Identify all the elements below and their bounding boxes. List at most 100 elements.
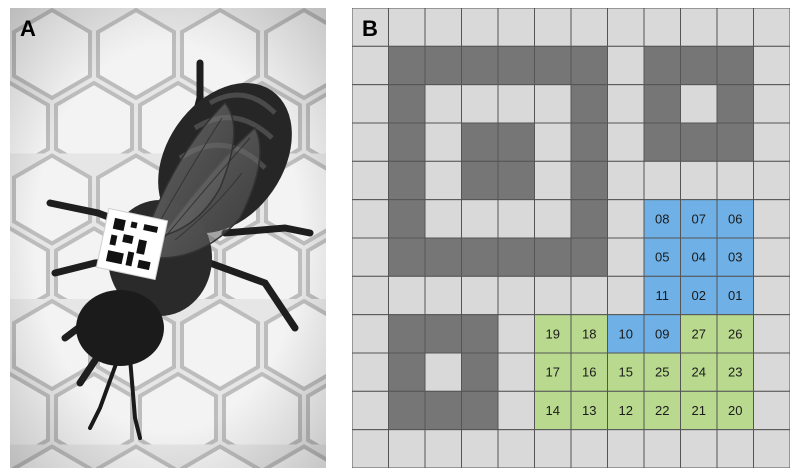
green-cell bbox=[716, 314, 754, 354]
empty-cell bbox=[570, 8, 608, 47]
filled-cell bbox=[497, 45, 535, 86]
green-cell bbox=[570, 390, 608, 431]
cell-number: 09 bbox=[655, 326, 669, 341]
empty-cell bbox=[352, 160, 389, 201]
empty-cell bbox=[497, 352, 535, 392]
filled-cell bbox=[424, 45, 462, 86]
filled-cell bbox=[461, 237, 499, 277]
green-cell bbox=[680, 352, 718, 392]
empty-cell bbox=[607, 237, 645, 277]
filled-cell bbox=[388, 352, 426, 392]
empty-cell bbox=[497, 84, 535, 124]
empty-cell bbox=[570, 275, 608, 316]
filled-cell bbox=[388, 390, 426, 431]
empty-cell bbox=[753, 122, 790, 162]
cell-number: 24 bbox=[692, 365, 706, 380]
cell-number: 13 bbox=[582, 403, 596, 418]
empty-cell bbox=[497, 275, 535, 316]
cell-number: 11 bbox=[656, 288, 670, 303]
cell-number: 04 bbox=[692, 250, 706, 265]
cell-number: 17 bbox=[546, 365, 560, 380]
empty-cell bbox=[716, 429, 754, 468]
filled-cell bbox=[497, 237, 535, 277]
empty-cell bbox=[534, 122, 572, 162]
empty-cell bbox=[352, 314, 389, 354]
empty-cell bbox=[680, 84, 718, 124]
cell-number: 25 bbox=[655, 365, 669, 380]
cell-number: 01 bbox=[728, 288, 742, 303]
filled-cell bbox=[570, 84, 608, 124]
cell-number: 22 bbox=[655, 403, 669, 418]
empty-cell bbox=[753, 314, 790, 354]
empty-cell bbox=[424, 122, 462, 162]
empty-cell bbox=[534, 199, 572, 239]
green-cell bbox=[607, 352, 645, 392]
empty-cell bbox=[643, 429, 681, 468]
green-cell bbox=[534, 314, 572, 354]
filled-cell bbox=[461, 45, 499, 86]
cell-number: 19 bbox=[546, 326, 560, 341]
empty-cell bbox=[461, 429, 499, 468]
empty-cell bbox=[388, 429, 426, 468]
empty-cell bbox=[461, 275, 499, 316]
filled-cell bbox=[643, 84, 681, 124]
empty-cell bbox=[534, 8, 572, 47]
empty-cell bbox=[753, 45, 790, 86]
filled-cell bbox=[716, 84, 754, 124]
code-grid: 08 07 06 05 04 03 11 02 01 19 18 10 09 27 26 17 16 15 25 24… bbox=[352, 8, 790, 468]
cell-number: 07 bbox=[692, 211, 706, 226]
filled-cell bbox=[680, 122, 718, 162]
panel-label-b: B bbox=[362, 16, 378, 41]
empty-cell bbox=[497, 314, 535, 354]
empty-cell bbox=[534, 160, 572, 201]
empty-cell bbox=[680, 429, 718, 468]
green-cell bbox=[680, 314, 718, 354]
filled-cell bbox=[680, 45, 718, 86]
empty-cell bbox=[680, 160, 718, 201]
empty-cell bbox=[352, 237, 389, 277]
empty-cell bbox=[607, 84, 645, 124]
empty-cell bbox=[352, 275, 389, 316]
empty-cell bbox=[753, 160, 790, 201]
filled-cell bbox=[388, 199, 426, 239]
empty-cell bbox=[534, 84, 572, 124]
cell-number: 27 bbox=[692, 326, 706, 341]
cell-number: 03 bbox=[728, 250, 742, 265]
empty-cell bbox=[497, 8, 535, 47]
filled-cell bbox=[570, 122, 608, 162]
green-cell bbox=[570, 314, 608, 354]
blue-cell bbox=[680, 275, 718, 316]
cell-number: 18 bbox=[582, 326, 596, 341]
empty-cell bbox=[497, 429, 535, 468]
green-cell bbox=[716, 390, 754, 431]
filled-cell bbox=[388, 160, 426, 201]
filled-cell bbox=[716, 122, 754, 162]
empty-cell bbox=[352, 429, 389, 468]
filled-cell bbox=[716, 45, 754, 86]
filled-cell bbox=[461, 160, 499, 201]
filled-cell bbox=[643, 122, 681, 162]
blue-cell bbox=[680, 237, 718, 277]
cell-number: 12 bbox=[619, 403, 633, 418]
empty-cell bbox=[424, 275, 462, 316]
empty-cell bbox=[570, 429, 608, 468]
cell-number: 10 bbox=[619, 326, 633, 341]
filled-cell bbox=[424, 390, 462, 431]
cell-number: 15 bbox=[619, 365, 633, 380]
empty-cell bbox=[643, 8, 681, 47]
blue-cell bbox=[716, 199, 754, 239]
empty-cell bbox=[753, 237, 790, 277]
code-grid-panel: 08 07 06 05 04 03 11 02 01 19 18 10 09 27 26 17 16 15 25 24… bbox=[352, 8, 790, 468]
empty-cell bbox=[607, 160, 645, 201]
cell-number: 20 bbox=[728, 403, 742, 418]
empty-cell bbox=[388, 8, 426, 47]
filled-cell bbox=[461, 314, 499, 354]
empty-cell bbox=[753, 390, 790, 431]
empty-cell bbox=[607, 275, 645, 316]
empty-cell bbox=[461, 199, 499, 239]
empty-cell bbox=[352, 390, 389, 431]
bee bbox=[46, 59, 314, 440]
empty-cell bbox=[497, 390, 535, 431]
filled-cell bbox=[388, 84, 426, 124]
empty-cell bbox=[352, 199, 389, 239]
